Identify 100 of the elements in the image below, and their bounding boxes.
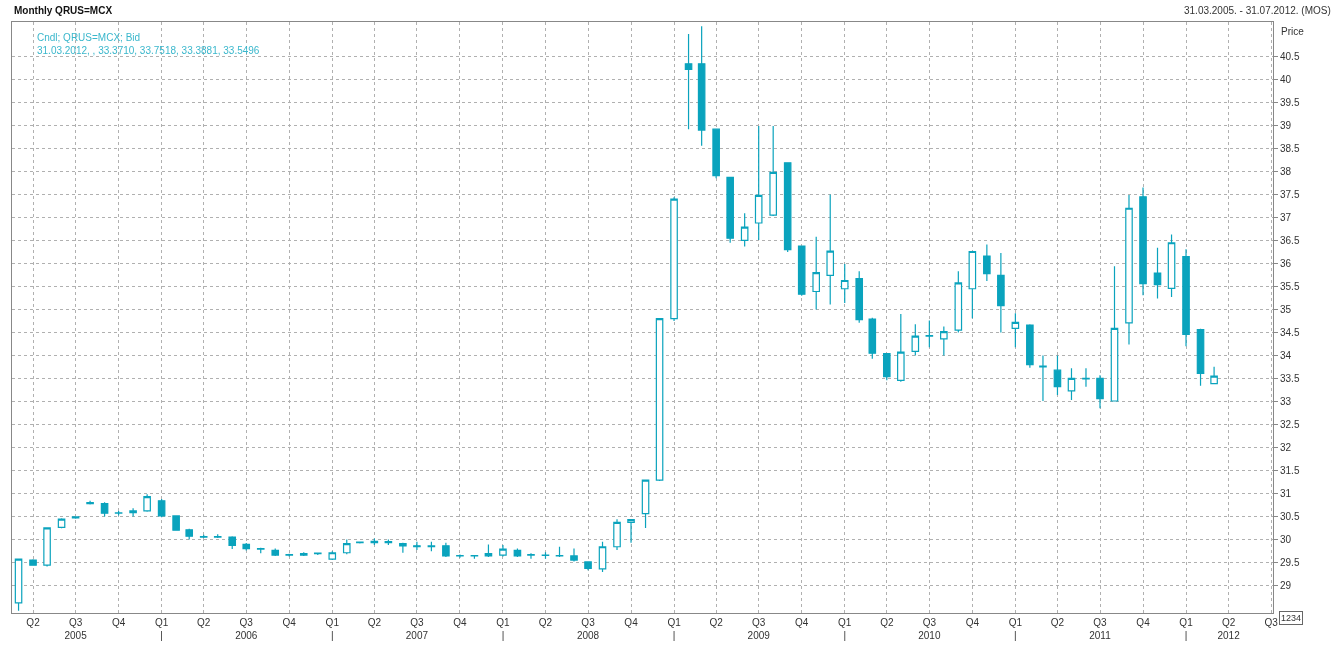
y-tick-label: 34 [1280, 349, 1292, 361]
candlestick [1182, 248, 1190, 347]
y-tick-label: 33 [1280, 395, 1292, 407]
y-tick-label: 32.5 [1280, 418, 1300, 430]
candlestick [1011, 312, 1020, 348]
x-tick-label: Q1 | [1179, 617, 1194, 641]
y-tick-label: 33.5 [1280, 372, 1300, 384]
x-tick-label: Q2 2012 [1217, 617, 1241, 641]
candlestick [228, 535, 237, 550]
x-tick-label: Q2 [367, 617, 382, 628]
x-tick-label: Q4 [111, 617, 126, 628]
candlestick [641, 479, 650, 529]
candlestick [1053, 354, 1062, 396]
candlestick [826, 193, 835, 305]
x-tick-label: Q3 2007 [405, 617, 429, 641]
candlestick [399, 542, 407, 554]
y-tick-label: 29.5 [1280, 556, 1300, 568]
candlestick [670, 196, 678, 322]
candlestick [855, 270, 864, 324]
candlestick [754, 125, 763, 241]
x-tick-label: Q4 [1136, 617, 1151, 628]
candlestick [271, 548, 280, 557]
y-tick-label: 37 [1280, 211, 1292, 223]
candlestick [868, 317, 877, 360]
candlestick [143, 493, 151, 513]
candlestick [172, 514, 180, 531]
candlestick [299, 551, 308, 557]
candlestick [1067, 367, 1076, 401]
y-tick-label: 31.5 [1280, 464, 1300, 476]
x-tick-label: Q3 2005 [64, 617, 88, 641]
candlestick [256, 547, 265, 554]
candlestick [954, 270, 963, 334]
candlestick [199, 534, 208, 539]
y-tick-label: 35 [1280, 303, 1292, 315]
candlestick [812, 236, 820, 311]
candlestick [484, 543, 493, 557]
candlestick [129, 507, 137, 518]
x-tick-label: Q4 [795, 617, 809, 628]
candlestick [1167, 233, 1176, 298]
candlestick [29, 558, 37, 567]
candlestick [627, 519, 635, 544]
candlestick [328, 550, 337, 561]
candlestick [983, 244, 991, 282]
x-tick-label: Q4 [453, 617, 468, 628]
x-tick-label: Q1 | [1008, 617, 1023, 641]
x-tick-label: Q2 [26, 617, 41, 628]
candlestick [740, 212, 749, 248]
y-tick-label: 30.5 [1280, 510, 1300, 522]
candlestick [1082, 367, 1090, 388]
candlestick [285, 553, 294, 558]
y-tick-label: 32 [1280, 441, 1292, 453]
candlestick [14, 558, 23, 612]
candlestick [997, 252, 1005, 334]
candlestick [783, 162, 792, 253]
y-tick-label: 30 [1280, 533, 1292, 545]
x-tick-label: Q2 [880, 617, 894, 628]
y-tick-label: 34.5 [1280, 326, 1300, 338]
x-tick-label: Q1 | [325, 617, 340, 641]
candlestick [769, 125, 777, 217]
candlestick [1096, 374, 1104, 409]
candlestick [513, 548, 522, 558]
chart-title: Monthly QRUS=MCX [14, 5, 113, 16]
x-tick-label: Q2 [709, 617, 724, 628]
y-tick-label: 36 [1280, 257, 1292, 269]
y-axis-title: Price [1281, 26, 1305, 37]
y-tick-label: 35.5 [1280, 280, 1300, 292]
candlestick [1139, 186, 1147, 296]
candlestick [86, 500, 94, 506]
candlestick [413, 541, 421, 551]
candlestick [527, 552, 535, 560]
chart-subtitle: 31.03.2005. - 31.07.2012. (MOS) [1184, 5, 1331, 16]
candlestick [1110, 265, 1119, 403]
candlestick [541, 551, 550, 560]
y-tick-label: 38.5 [1280, 142, 1300, 154]
x-tick-label: Q3 2006 [235, 617, 258, 641]
x-tick-label: Q3 [1264, 617, 1279, 628]
y-tick-label: 31 [1280, 487, 1292, 499]
x-tick-label: Q4 [624, 617, 639, 628]
candlestick [882, 352, 891, 381]
candlestick [470, 554, 479, 560]
x-tick-label: Q1 | [667, 617, 682, 641]
y-tick-label: 38 [1280, 165, 1292, 177]
candlestick [456, 553, 464, 559]
candlestick [185, 528, 194, 541]
candlestick [1153, 247, 1162, 300]
candlestick [1196, 328, 1205, 387]
candlestick [342, 538, 351, 555]
candlestick [897, 313, 905, 383]
annotation: Cndl; QRUS=MCX; Bid [37, 32, 141, 43]
y-tick-label: 40 [1280, 73, 1292, 85]
candlestick [911, 323, 920, 357]
candlestick [697, 25, 706, 147]
candlestick [712, 128, 720, 179]
candlestick [213, 533, 222, 539]
x-tick-label: Q1 | [496, 617, 511, 641]
x-tick-label: Q3 2009 [747, 617, 771, 641]
candlestick [940, 325, 948, 357]
x-tick-label: Q2 [538, 617, 553, 628]
candlestick [1125, 194, 1133, 346]
x-tick-label: Q2 [197, 617, 211, 628]
